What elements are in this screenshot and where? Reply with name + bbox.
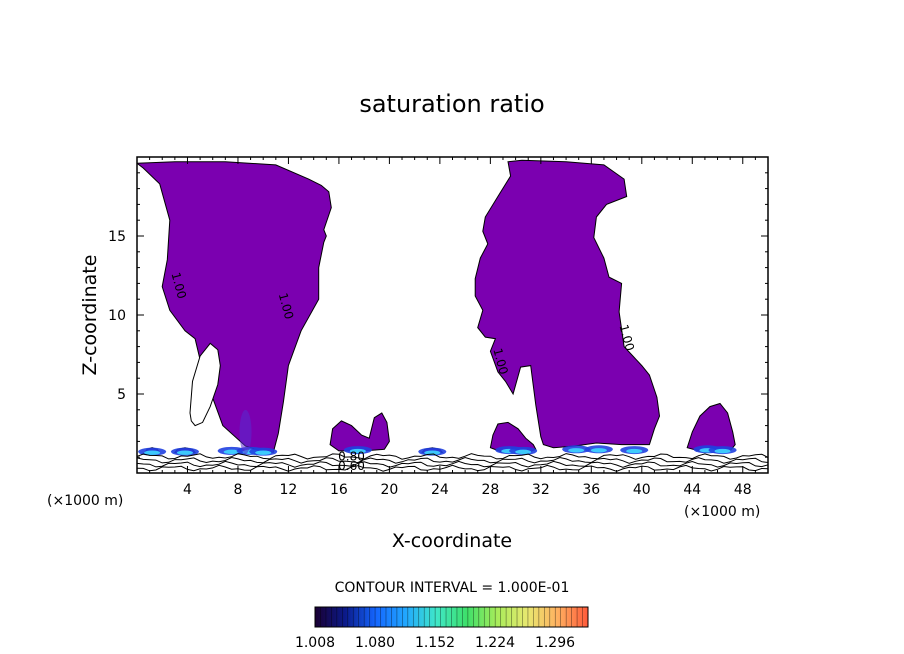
colorbar-label-3: 1.224 (475, 635, 515, 651)
x-tick-label-48: 48 (734, 482, 752, 498)
core-bright-9 (568, 448, 585, 453)
surface-contour-3 (137, 464, 768, 472)
core-bright-1 (176, 450, 193, 455)
colorbar-label-0: 1.008 (295, 635, 335, 651)
contour-label-4: 0.80 (338, 449, 365, 463)
core-bright-11 (626, 448, 643, 454)
y-tick-label-5: 5 (117, 387, 126, 403)
surface-contour-0 (137, 453, 768, 460)
x-tick-label-24: 24 (431, 482, 449, 498)
plot-area (137, 159, 768, 472)
core-bright-8 (515, 449, 532, 455)
region-cloud-16-20 (329, 412, 390, 452)
contour-label-2: 1.00 (490, 347, 510, 376)
contour-label-1: 1.00 (276, 291, 296, 320)
chart-title: saturation ratio (359, 90, 544, 118)
colorbar-label-2: 1.152 (415, 635, 455, 651)
x-unit-label-right: (×1000 m) (684, 504, 760, 520)
contour-labels: 1.00 1.00 1.00 1.00 0.800.60 (169, 271, 637, 473)
surface-contour-1 (137, 456, 768, 464)
region-right-column (474, 159, 661, 449)
x-tick-label-40: 40 (633, 482, 651, 498)
x-tick-label-20: 20 (380, 482, 398, 498)
y-tick-label-10: 10 (108, 308, 126, 324)
x-tick-label-12: 12 (280, 482, 298, 498)
colorbar-divisions (320, 607, 583, 627)
contour-label-0: 1.00 (169, 271, 189, 300)
core-bright-5 (349, 448, 366, 454)
colorbar-label-1: 1.080 (355, 635, 395, 651)
core-bright-4 (255, 450, 272, 455)
contour-label-5: 0.60 (338, 459, 365, 473)
colorbar-label-4: 1.296 (535, 635, 575, 651)
y-axis-label: Z-coordinate (79, 255, 101, 376)
core-bright-0 (144, 450, 161, 455)
x-tick-label-8: 8 (233, 482, 242, 498)
core-bright-10 (590, 448, 607, 453)
colorbar-title: CONTOUR INTERVAL = 1.000E-01 (335, 580, 570, 596)
region-hole (189, 342, 221, 427)
region-cloud-44-47 (686, 402, 736, 454)
core-bright-2 (223, 449, 240, 455)
cloud-regions (137, 159, 737, 456)
x-tick-label-28: 28 (481, 482, 499, 498)
x-tick-label-16: 16 (330, 482, 348, 498)
core-bright-6 (424, 450, 441, 455)
x-tick-label-32: 32 (532, 482, 550, 498)
x-tick-label-44: 44 (683, 482, 701, 498)
x-tick-label-4: 4 (183, 482, 192, 498)
surface-contour-2 (137, 460, 768, 468)
x-tick-label-36: 36 (582, 482, 600, 498)
y-tick-label-15: 15 (108, 229, 126, 245)
core-plume (239, 409, 252, 454)
colorbar-labels: 1.008 1.080 1.152 1.224 1.296 (295, 635, 575, 651)
region-left-column (137, 161, 332, 454)
core-bright-13 (714, 448, 731, 454)
x-unit-label-left: (×1000 m) (47, 493, 123, 509)
contour-label-3: 1.00 (617, 323, 637, 352)
surface-contours (137, 453, 768, 472)
x-axis-label: X-coordinate (392, 530, 512, 552)
